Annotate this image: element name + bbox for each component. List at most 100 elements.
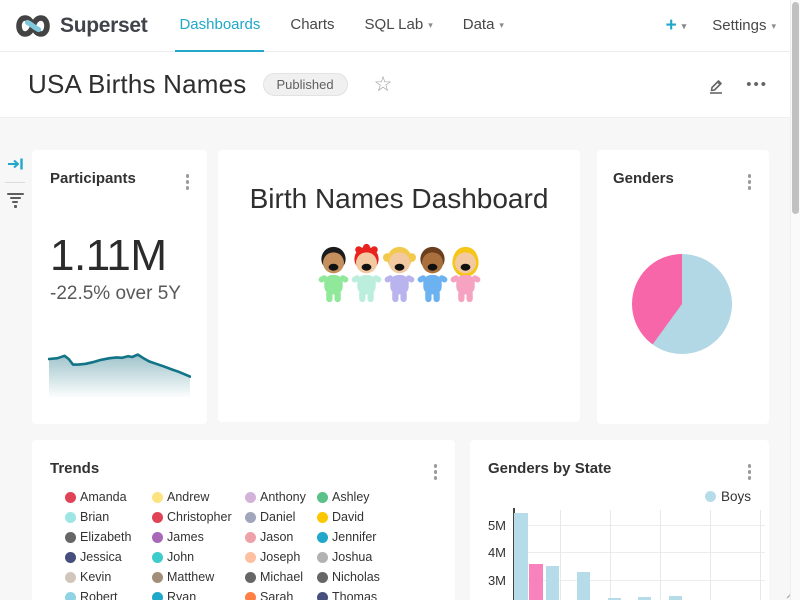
y-axis-tick-label: 4M <box>472 545 506 560</box>
gridline <box>710 510 711 600</box>
legend-dot <box>317 532 328 543</box>
legend-item-jennifer[interactable]: Jennifer <box>317 530 376 544</box>
filter-bar-collapsed <box>0 118 30 600</box>
settings-label: Settings <box>712 17 766 34</box>
legend-item-amanda[interactable]: Amanda <box>65 490 127 504</box>
legend-item-elizabeth[interactable]: Elizabeth <box>65 530 131 544</box>
dashboard-canvas: Participants 1.11M -22.5% over 5Y Birth … <box>0 118 800 600</box>
chart-menu-kebab-icon[interactable] <box>432 462 440 482</box>
card-markdown: Birth Names Dashboard <box>218 150 580 422</box>
legend-label: Sarah <box>260 590 293 600</box>
legend-item-matthew[interactable]: Matthew <box>152 570 214 584</box>
gridline <box>660 510 661 600</box>
legend-item-david[interactable]: David <box>317 510 364 524</box>
legend-dot <box>245 572 256 583</box>
legend-label: John <box>167 550 194 564</box>
legend-dot <box>245 592 256 600</box>
bar-1-boys[interactable] <box>514 513 528 600</box>
legend-label: Nicholas <box>332 570 380 584</box>
legend-item-andrew[interactable]: Andrew <box>152 490 209 504</box>
legend-item-robert[interactable]: Robert <box>65 590 118 600</box>
published-badge[interactable]: Published <box>263 73 348 96</box>
legend-item-nicholas[interactable]: Nicholas <box>317 570 380 584</box>
expand-filter-bar-icon[interactable] <box>7 156 24 172</box>
filter-icon[interactable] <box>7 193 24 208</box>
bar-3-boys[interactable] <box>546 566 559 600</box>
baby-purple-icon <box>383 243 416 305</box>
superset-page: Superset DashboardsChartsSQL Lab▾Data▾ +… <box>0 0 800 600</box>
legend-dot <box>65 532 76 543</box>
bar-4-boys[interactable] <box>577 572 590 600</box>
nav-item-sql-lab[interactable]: SQL Lab ▾ <box>361 0 437 52</box>
superset-logo[interactable]: Superset <box>12 14 147 38</box>
legend-label: Ashley <box>332 490 370 504</box>
legend-dot <box>152 492 163 503</box>
nav-item-dashboards[interactable]: Dashboards <box>175 0 264 52</box>
legend-label: Jessica <box>80 550 122 564</box>
scrollbar-thumb[interactable] <box>792 2 799 214</box>
legend-label: Matthew <box>167 570 214 584</box>
legend-item-jessica[interactable]: Jessica <box>65 550 122 564</box>
chart-menu-kebab-icon[interactable] <box>184 172 192 192</box>
bar-2-girls[interactable] <box>529 564 543 600</box>
favorite-star-icon[interactable]: ☆ <box>374 72 393 97</box>
legend-item-jason[interactable]: Jason <box>245 530 293 544</box>
chart-menu-kebab-icon[interactable] <box>746 172 754 192</box>
gridline <box>513 552 765 553</box>
chart-title: Participants <box>50 170 191 187</box>
legend-label: Kevin <box>80 570 111 584</box>
nav-item-label: Charts <box>290 16 334 33</box>
legend-item-daniel[interactable]: Daniel <box>245 510 295 524</box>
chart-title: Genders <box>613 170 753 187</box>
nav-item-label: Data <box>463 16 495 33</box>
legend-item-anthony[interactable]: Anthony <box>245 490 306 504</box>
legend-dot <box>245 512 256 523</box>
big-number-value: 1.11M <box>50 231 191 281</box>
legend-item-james[interactable]: James <box>152 530 204 544</box>
chevron-down-icon: ▾ <box>428 20 433 31</box>
nav-right-actions: + ▾ Settings ▾ <box>666 15 776 37</box>
legend-item-michael[interactable]: Michael <box>245 570 303 584</box>
header-actions: ••• <box>706 75 768 95</box>
legend-item-thomas[interactable]: Thomas <box>317 590 377 600</box>
nav-item-label: SQL Lab <box>365 16 424 33</box>
legend-label: Joseph <box>260 550 300 564</box>
legend-item-john[interactable]: John <box>152 550 194 564</box>
legend-item-sarah[interactable]: Sarah <box>245 590 293 600</box>
nav-item-charts[interactable]: Charts <box>286 0 338 52</box>
legend-label: Anthony <box>260 490 306 504</box>
legend-item-brian[interactable]: Brian <box>65 510 109 524</box>
settings-menu[interactable]: Settings ▾ <box>712 17 776 34</box>
gridline <box>610 510 611 600</box>
new-item-button[interactable]: + ▾ <box>666 15 687 37</box>
legend-item-joshua[interactable]: Joshua <box>317 550 372 564</box>
more-actions-icon[interactable]: ••• <box>746 76 768 93</box>
legend-dot <box>65 592 76 600</box>
legend-label: Brian <box>80 510 109 524</box>
legend-item-joseph[interactable]: Joseph <box>245 550 300 564</box>
legend-item-ashley[interactable]: Ashley <box>317 490 370 504</box>
edit-pencil-icon[interactable] <box>706 75 726 95</box>
y-axis-tick-label: 5M <box>472 518 506 533</box>
legend-dot <box>317 572 328 583</box>
legend-item-christopher[interactable]: Christopher <box>152 510 232 524</box>
babies-illustration <box>218 243 580 305</box>
legend-item-ryan[interactable]: Ryan <box>152 590 196 600</box>
card-participants: Participants 1.11M -22.5% over 5Y <box>32 150 207 424</box>
baby-pink-icon <box>449 243 482 305</box>
legend-label: Jennifer <box>332 530 376 544</box>
bar-7-boys[interactable] <box>669 596 682 600</box>
legend-label: Daniel <box>260 510 295 524</box>
legend-item-kevin[interactable]: Kevin <box>65 570 111 584</box>
nav-item-data[interactable]: Data▾ <box>459 0 508 52</box>
genders-by-state-bar-chart: 5M4M3M <box>470 440 769 600</box>
legend-label: Joshua <box>332 550 372 564</box>
legend-label: Robert <box>80 590 118 600</box>
genders-pie-chart <box>632 254 732 354</box>
legend-dot <box>245 492 256 503</box>
chevron-down-icon: ▾ <box>771 21 776 32</box>
legend-label: Elizabeth <box>80 530 131 544</box>
plus-icon: + <box>666 15 677 37</box>
baby-mint-icon <box>350 243 383 305</box>
divider <box>5 182 25 183</box>
